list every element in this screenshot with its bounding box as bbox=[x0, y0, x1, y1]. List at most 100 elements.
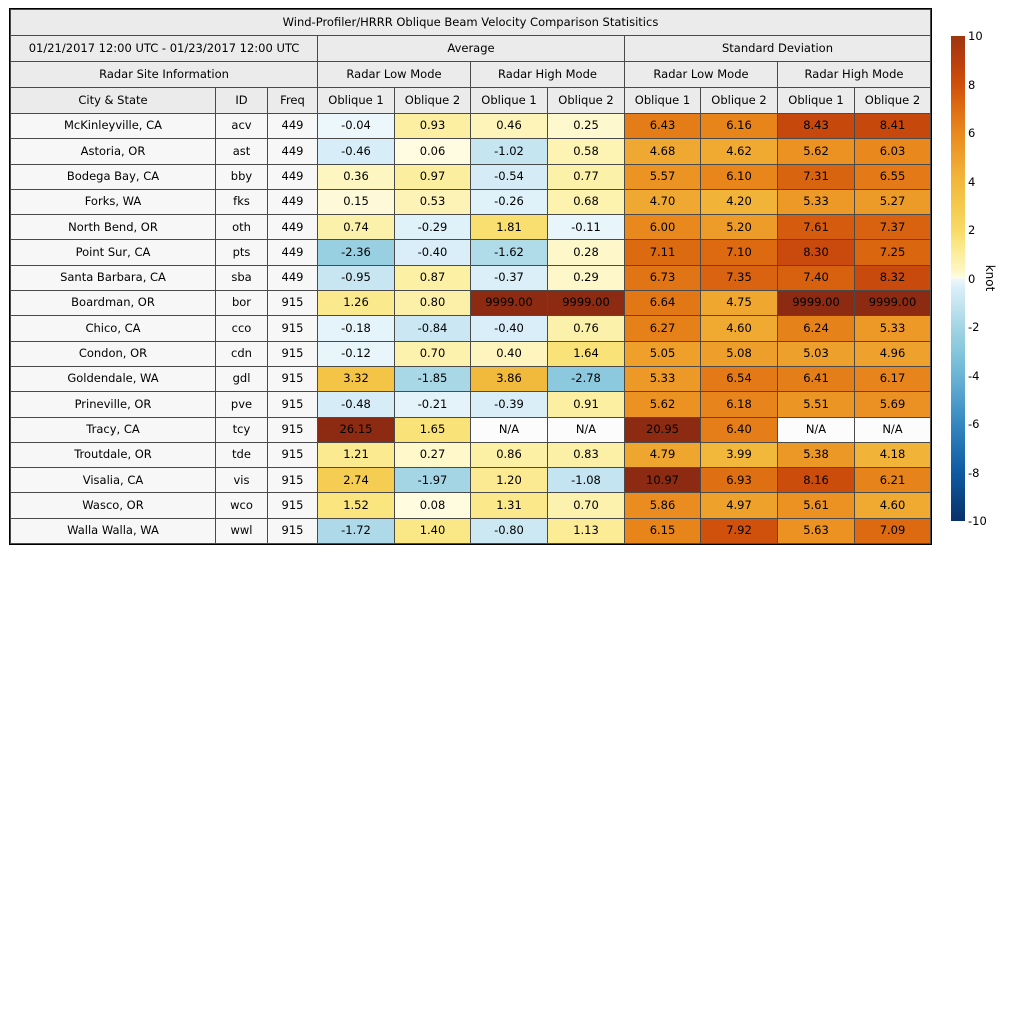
value-cell: -0.37 bbox=[471, 265, 548, 290]
table-row: Bodega Bay, CAbby4490.360.97-0.540.775.5… bbox=[11, 164, 931, 189]
value-cell: 4.96 bbox=[855, 341, 931, 366]
col-oblique2: Oblique 2 bbox=[395, 88, 471, 114]
value-cell: 0.87 bbox=[395, 265, 471, 290]
freq-cell: 449 bbox=[268, 265, 318, 290]
value-cell: 0.36 bbox=[318, 164, 395, 189]
value-cell: 0.86 bbox=[471, 442, 548, 467]
value-cell: 0.76 bbox=[548, 316, 625, 341]
value-cell: 5.20 bbox=[701, 215, 778, 240]
value-cell: 6.03 bbox=[855, 139, 931, 164]
value-cell: 8.41 bbox=[855, 114, 931, 139]
value-cell: -0.95 bbox=[318, 265, 395, 290]
avg-high-mode-header: Radar High Mode bbox=[471, 62, 625, 88]
value-cell: 7.37 bbox=[855, 215, 931, 240]
value-cell: -1.08 bbox=[548, 468, 625, 493]
value-cell: 6.15 bbox=[625, 518, 701, 543]
value-cell: 0.58 bbox=[548, 139, 625, 164]
value-cell: 5.69 bbox=[855, 392, 931, 417]
table-row: Troutdale, ORtde9151.210.270.860.834.793… bbox=[11, 442, 931, 467]
value-cell: 9999.00 bbox=[548, 291, 625, 316]
value-cell: 4.60 bbox=[701, 316, 778, 341]
value-cell: 1.65 bbox=[395, 417, 471, 442]
value-cell: -0.84 bbox=[395, 316, 471, 341]
value-cell: 8.43 bbox=[778, 114, 855, 139]
value-cell: 8.30 bbox=[778, 240, 855, 265]
freq-cell: 915 bbox=[268, 442, 318, 467]
value-cell: -0.54 bbox=[471, 164, 548, 189]
value-cell: -0.04 bbox=[318, 114, 395, 139]
value-cell: 6.16 bbox=[701, 114, 778, 139]
value-cell: -1.97 bbox=[395, 468, 471, 493]
value-cell: 1.21 bbox=[318, 442, 395, 467]
value-cell: 0.80 bbox=[395, 291, 471, 316]
value-cell: -1.72 bbox=[318, 518, 395, 543]
col-freq: Freq bbox=[268, 88, 318, 114]
table-row: Condon, ORcdn915-0.120.700.401.645.055.0… bbox=[11, 341, 931, 366]
value-cell: 2.74 bbox=[318, 468, 395, 493]
city-cell: Boardman, OR bbox=[11, 291, 216, 316]
col-id: ID bbox=[216, 88, 268, 114]
table-row: North Bend, ORoth4490.74-0.291.81-0.116.… bbox=[11, 215, 931, 240]
city-cell: Astoria, OR bbox=[11, 139, 216, 164]
id-cell: ast bbox=[216, 139, 268, 164]
freq-cell: 449 bbox=[268, 164, 318, 189]
id-cell: sba bbox=[216, 265, 268, 290]
table-row: Chico, CAcco915-0.18-0.84-0.400.766.274.… bbox=[11, 316, 931, 341]
id-cell: pts bbox=[216, 240, 268, 265]
group-average: Average bbox=[318, 36, 625, 62]
figure-canvas: Wind-Profiler/HRRR Oblique Beam Velocity… bbox=[0, 0, 1024, 1024]
value-cell: 7.10 bbox=[701, 240, 778, 265]
value-cell: -0.46 bbox=[318, 139, 395, 164]
colorbar-tick-label: 2 bbox=[968, 223, 975, 237]
value-cell: 6.41 bbox=[778, 366, 855, 391]
value-cell: 5.03 bbox=[778, 341, 855, 366]
value-cell: 4.68 bbox=[625, 139, 701, 164]
value-cell: 5.57 bbox=[625, 164, 701, 189]
id-cell: pve bbox=[216, 392, 268, 417]
id-cell: tcy bbox=[216, 417, 268, 442]
value-cell: 6.21 bbox=[855, 468, 931, 493]
value-cell: -0.39 bbox=[471, 392, 548, 417]
freq-cell: 915 bbox=[268, 366, 318, 391]
value-cell: 6.93 bbox=[701, 468, 778, 493]
value-cell: 4.60 bbox=[855, 493, 931, 518]
id-cell: wwl bbox=[216, 518, 268, 543]
value-cell: 5.61 bbox=[778, 493, 855, 518]
table-row: Visalia, CAvis9152.74-1.971.20-1.0810.97… bbox=[11, 468, 931, 493]
freq-cell: 449 bbox=[268, 189, 318, 214]
colorbar-tick-label: -2 bbox=[968, 320, 979, 334]
value-cell: 4.18 bbox=[855, 442, 931, 467]
freq-cell: 915 bbox=[268, 493, 318, 518]
freq-cell: 915 bbox=[268, 291, 318, 316]
value-cell: 0.40 bbox=[471, 341, 548, 366]
id-cell: bor bbox=[216, 291, 268, 316]
freq-cell: 915 bbox=[268, 468, 318, 493]
value-cell: 10.97 bbox=[625, 468, 701, 493]
value-cell: N/A bbox=[855, 417, 931, 442]
value-cell: N/A bbox=[548, 417, 625, 442]
value-cell: 0.15 bbox=[318, 189, 395, 214]
colorbar-tick-label: -6 bbox=[968, 417, 979, 431]
col-oblique2: Oblique 2 bbox=[548, 88, 625, 114]
city-cell: Point Sur, CA bbox=[11, 240, 216, 265]
value-cell: 4.75 bbox=[701, 291, 778, 316]
value-cell: -1.85 bbox=[395, 366, 471, 391]
value-cell: 6.54 bbox=[701, 366, 778, 391]
value-cell: 0.08 bbox=[395, 493, 471, 518]
id-cell: oth bbox=[216, 215, 268, 240]
value-cell: 5.33 bbox=[855, 316, 931, 341]
value-cell: 0.25 bbox=[548, 114, 625, 139]
colorbar-tick-label: -10 bbox=[968, 514, 987, 528]
value-cell: 7.40 bbox=[778, 265, 855, 290]
value-cell: 1.31 bbox=[471, 493, 548, 518]
table-row: Boardman, ORbor9151.260.809999.009999.00… bbox=[11, 291, 931, 316]
value-cell: 5.27 bbox=[855, 189, 931, 214]
id-cell: cco bbox=[216, 316, 268, 341]
table-row: Tracy, CAtcy91526.151.65N/AN/A20.956.40N… bbox=[11, 417, 931, 442]
table-row: Forks, WAfks4490.150.53-0.260.684.704.20… bbox=[11, 189, 931, 214]
value-cell: 7.61 bbox=[778, 215, 855, 240]
table-row: McKinleyville, CAacv449-0.040.930.460.25… bbox=[11, 114, 931, 139]
id-cell: gdl bbox=[216, 366, 268, 391]
city-cell: Bodega Bay, CA bbox=[11, 164, 216, 189]
title-row: Wind-Profiler/HRRR Oblique Beam Velocity… bbox=[11, 10, 931, 36]
